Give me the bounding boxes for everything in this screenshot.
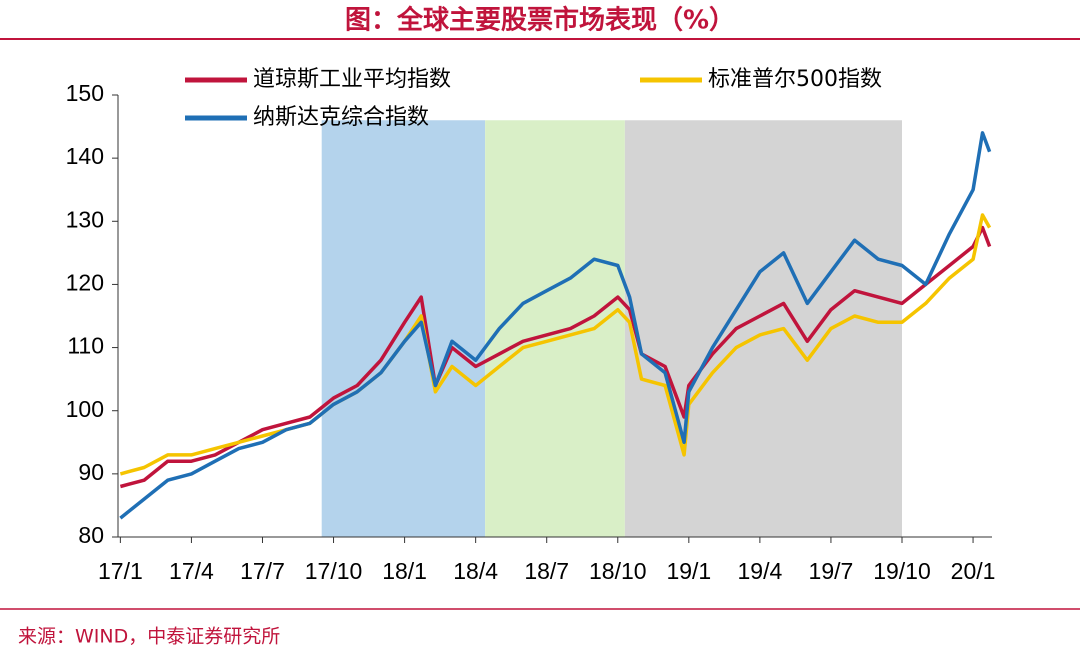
x-tick-label: 19/7 [809, 558, 854, 584]
source-note: 来源：WIND，中泰证券研究所 [18, 626, 280, 648]
x-tick-label: 17/10 [305, 558, 363, 584]
x-tick-label: 17/1 [98, 558, 143, 584]
y-tick-label: 120 [66, 270, 104, 296]
legend-label: 纳斯达克综合指数 [253, 105, 429, 130]
x-tick-label: 18/1 [382, 558, 427, 584]
y-tick-label: 130 [66, 206, 104, 232]
y-tick-label: 80 [78, 522, 104, 548]
legend-label: 道琼斯工业平均指数 [253, 67, 451, 92]
x-tick-label: 18/4 [453, 558, 498, 584]
period-band [321, 120, 486, 537]
series-line [119, 225, 992, 489]
legend-label: 标准普尔500指数 [708, 67, 882, 92]
x-tick-label: 19/1 [666, 558, 711, 584]
x-tick-label: 19/4 [737, 558, 782, 584]
y-tick-label: 110 [67, 333, 104, 359]
x-tick-label: 20/1 [951, 558, 996, 584]
x-tick-label: 17/7 [240, 558, 285, 584]
y-tick-label: 140 [66, 143, 104, 169]
period-band [624, 120, 902, 537]
chart-title: 图：全球主要股票市场表现（%） [345, 5, 735, 36]
y-tick-label: 100 [66, 396, 104, 422]
x-tick-label: 17/4 [169, 558, 214, 584]
x-tick-label: 19/10 [873, 558, 931, 584]
y-tick-label: 150 [66, 80, 104, 106]
x-tick-label: 18/10 [589, 558, 647, 584]
x-tick-label: 18/7 [524, 558, 569, 584]
series-line [119, 131, 992, 520]
y-tick-label: 90 [78, 459, 104, 485]
period-band [485, 120, 625, 537]
